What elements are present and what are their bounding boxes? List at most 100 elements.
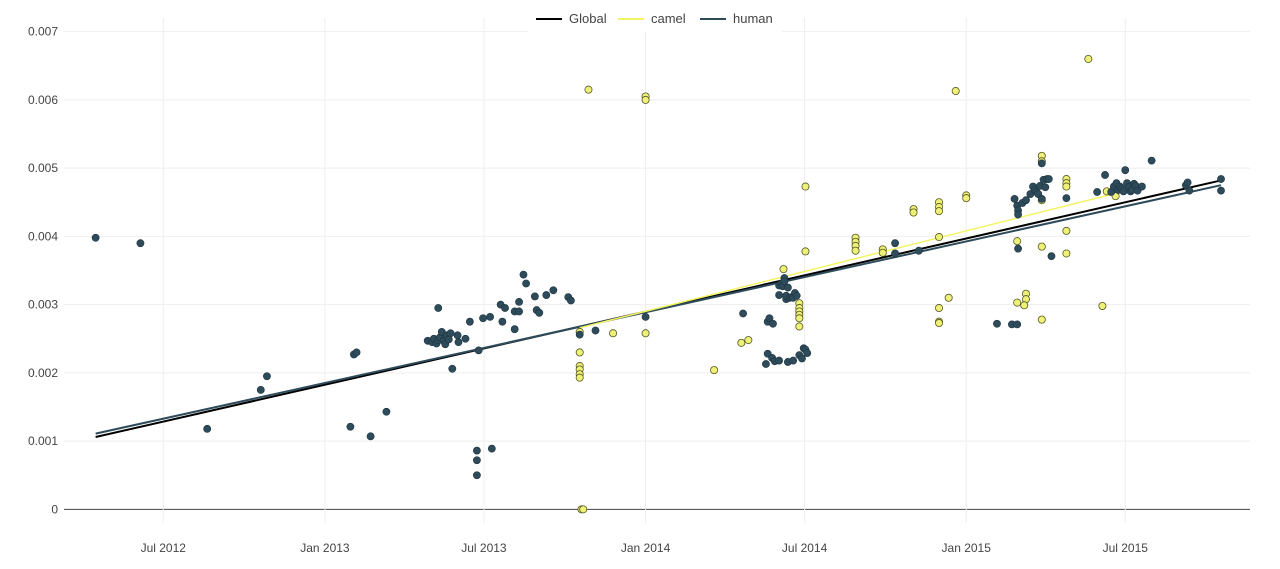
human-point — [1022, 196, 1030, 205]
x-tick-label: Jan 2014 — [621, 541, 671, 555]
human-point — [346, 422, 355, 431]
human-point — [453, 331, 462, 340]
camel-point — [641, 95, 650, 104]
human-point — [641, 313, 650, 321]
human-point — [454, 338, 463, 347]
human-point — [474, 346, 483, 355]
human-point — [91, 233, 100, 242]
camel-point — [1013, 298, 1022, 307]
camel-point — [744, 336, 753, 345]
y-tick-label: 0.002 — [28, 366, 58, 380]
camel-point — [575, 373, 584, 382]
human-point — [448, 364, 457, 373]
legend-label: human — [733, 11, 773, 26]
camel-point — [641, 329, 650, 338]
human-point — [473, 456, 481, 465]
legend[interactable]: Global camel human — [528, 6, 782, 32]
human-point — [465, 317, 474, 326]
camel-point — [575, 348, 584, 357]
human-point — [515, 307, 523, 316]
camel-point — [1020, 301, 1029, 310]
y-tick-label: 0.006 — [28, 93, 58, 107]
human-point — [914, 246, 923, 255]
human-point — [1014, 210, 1022, 219]
x-tick-label: Jan 2013 — [300, 541, 350, 555]
human-point — [519, 270, 528, 279]
y-tick-label: 0.007 — [28, 25, 58, 39]
camel-point — [935, 319, 944, 328]
human-point — [1037, 159, 1046, 168]
camel-point — [1037, 315, 1046, 324]
legend-label: camel — [651, 11, 686, 26]
human-point — [1121, 166, 1130, 175]
human-point — [567, 296, 575, 305]
human-point — [515, 297, 523, 306]
camel-point — [1037, 242, 1046, 251]
human-point — [501, 304, 509, 312]
camel-point — [1062, 249, 1071, 258]
human-point — [1013, 320, 1022, 329]
camel-point — [935, 207, 944, 216]
camel-point — [944, 293, 953, 302]
human-point — [446, 329, 455, 338]
human-point — [1147, 156, 1156, 165]
human-point — [473, 471, 481, 480]
legend-item-global[interactable]: Global — [536, 11, 607, 26]
camel-point — [795, 322, 804, 331]
human-point — [1217, 175, 1225, 183]
camel-point — [779, 265, 788, 274]
human-point — [1041, 183, 1050, 192]
camel-point — [801, 182, 810, 191]
camel-point — [737, 338, 746, 347]
human-point — [891, 239, 899, 248]
human-point — [352, 348, 361, 357]
human-point — [765, 314, 774, 323]
human-point — [769, 319, 777, 328]
human-point — [792, 291, 801, 300]
camel-point — [851, 246, 860, 255]
y-tick-label: 0.004 — [28, 229, 58, 243]
human-point — [891, 249, 899, 258]
human-trend-line — [95, 184, 1222, 435]
camel-point — [609, 329, 618, 338]
y-tick-label: 0.005 — [28, 161, 58, 175]
human-series — [91, 156, 1225, 480]
camel-point — [1098, 301, 1107, 310]
human-point — [535, 308, 544, 317]
human-point — [575, 330, 584, 339]
y-axis: 0 0.001 0.002 0.003 0.004 0.005 0.006 0.007 — [28, 25, 58, 517]
x-tick-label: Jan 2015 — [942, 541, 992, 555]
camel-point — [962, 194, 971, 203]
human-point — [993, 319, 1001, 328]
human-point — [486, 313, 494, 321]
human-point — [1047, 252, 1056, 261]
human-point — [1044, 175, 1053, 183]
camel-point — [579, 505, 588, 514]
camel-point — [584, 85, 593, 94]
camel-point — [951, 87, 960, 96]
human-point — [783, 283, 792, 292]
human-point — [522, 279, 531, 288]
legend-label: Global — [569, 11, 607, 26]
legend-item-human[interactable]: human — [700, 11, 773, 26]
x-tick-label: Jul 2015 — [1103, 541, 1149, 555]
human-point — [1093, 188, 1102, 196]
human-point — [434, 304, 443, 312]
trend-lines — [95, 179, 1222, 438]
data-points — [91, 54, 1225, 514]
human-point — [1217, 186, 1225, 195]
camel-trend-line — [579, 192, 1116, 329]
human-point — [591, 326, 600, 335]
human-point — [479, 314, 487, 323]
human-point — [510, 325, 519, 334]
camel-point — [795, 314, 804, 323]
human-point — [366, 432, 375, 441]
legend-item-camel[interactable]: camel — [618, 11, 686, 26]
camel-point — [935, 304, 944, 313]
human-point — [542, 291, 551, 299]
camel-point — [1062, 182, 1071, 191]
camel-point — [935, 233, 944, 242]
human-point — [775, 356, 784, 365]
camel-point — [1084, 54, 1093, 63]
camel-point — [878, 248, 887, 257]
